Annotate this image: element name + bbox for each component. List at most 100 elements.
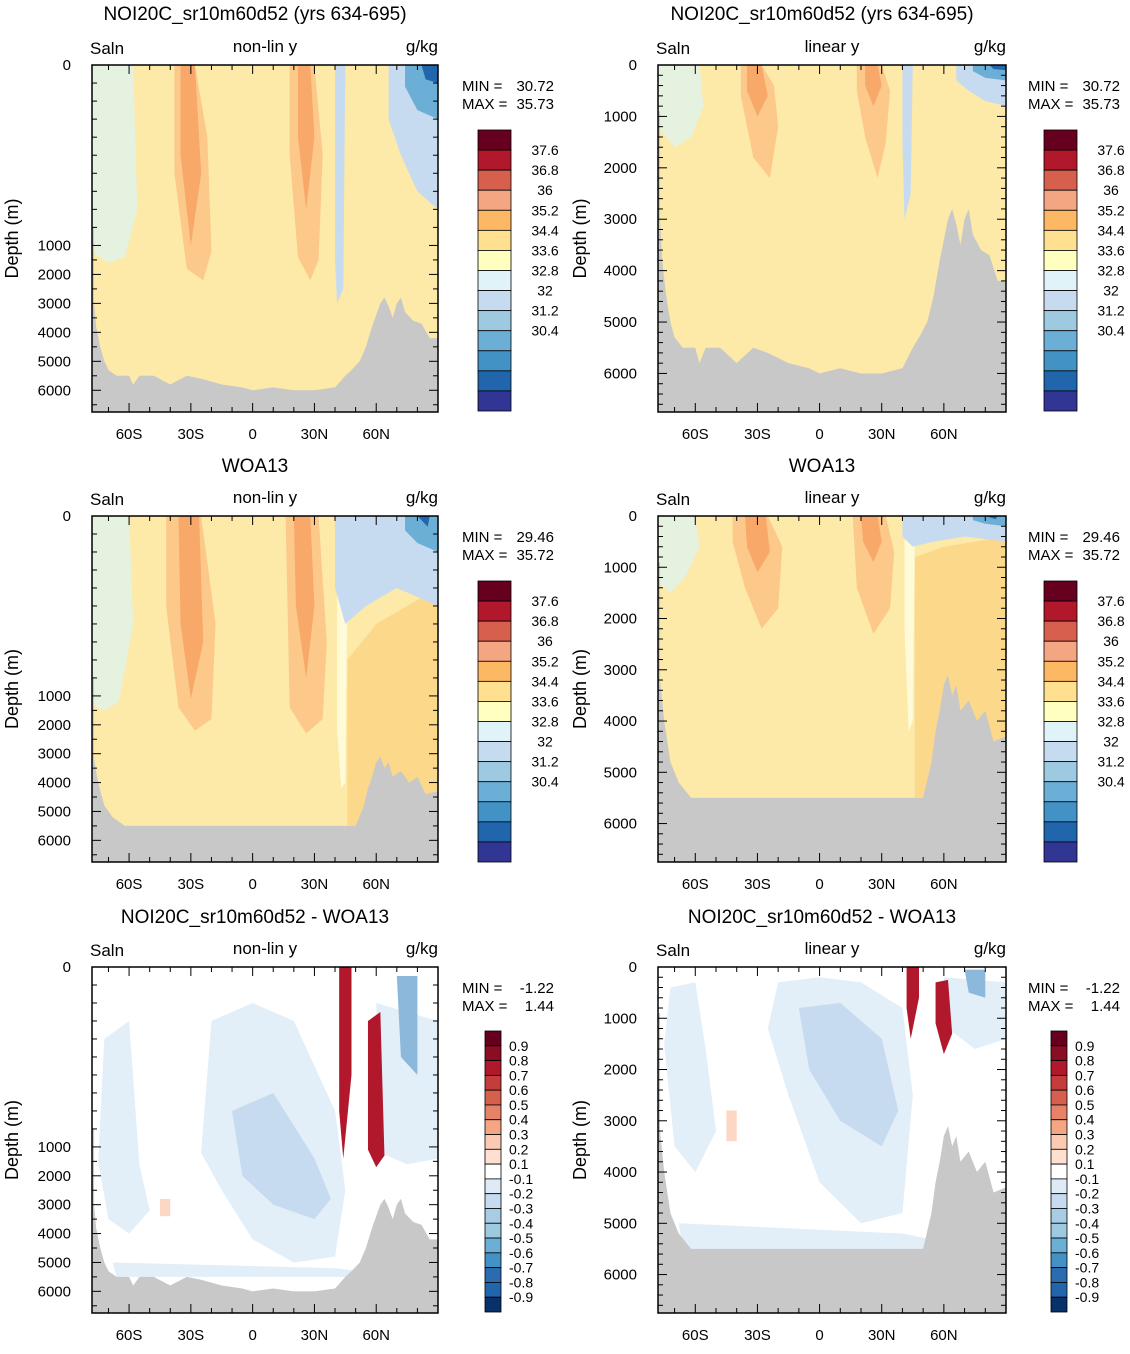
colorbar-box [484,1178,502,1195]
positive-anomaly-strait [906,967,919,1039]
plot-area [658,516,1006,862]
max-value: 1.44 [525,998,554,1015]
arctic-freshest [989,65,1006,71]
colorbar-box [484,1282,502,1298]
colorbar-label: 32 [1103,283,1119,299]
y-tick-label: 1000 [604,108,637,125]
colorbar-box [484,1193,502,1209]
positive-anomaly-strait [339,967,352,1159]
colorbar-label: 37.6 [531,593,558,609]
colorbar-label: 30.4 [531,323,558,339]
colorbar-box [477,801,512,823]
min-value: -1.22 [1086,980,1120,997]
positive-anomaly-small [159,1198,171,1217]
colorbar-label: 32.8 [1097,714,1124,730]
colorbar-box [1050,1252,1068,1269]
colorbar-label: 30.4 [1097,774,1124,790]
colorbar-label: 36 [1103,633,1119,649]
x-tick-label: 30N [301,876,329,893]
panel-title: NOI20C_sr10m60d52 (yrs 634-695) [670,4,973,25]
north-salinity-core [293,516,315,678]
colorbar-box [1043,781,1078,803]
max-label: MAX = [462,96,508,113]
colorbar-box [1050,1060,1068,1076]
colorbar-label: -0.1 [509,1171,533,1187]
y-tick-label: 5000 [38,353,71,370]
colorbar-box [1043,620,1078,642]
colorbar-box [477,640,512,662]
colorbar-label: -0.4 [509,1215,533,1231]
y-tick-label: 5000 [604,1215,637,1232]
units-label: g/kg [406,939,438,958]
plot-frame [91,966,439,1314]
x-tick-label: 30S [178,1327,205,1344]
colorbar-box [1043,390,1078,412]
south-salinity-core [178,516,204,699]
colorbar-box [484,1089,502,1106]
colorbar-box [1043,189,1078,211]
colorbar-box [1043,660,1078,682]
colorbar-label: 0.6 [1075,1082,1095,1098]
positive-anomaly-north [367,1011,385,1168]
southern-negative-region [664,982,716,1173]
colorbar-box [1043,290,1078,312]
units-label: g/kg [974,939,1006,958]
colorbar-label: 0.2 [1075,1141,1095,1157]
variable-label: Saln [90,490,124,509]
x-tick-label: 60N [930,1327,958,1344]
colorbar-label: 36 [537,633,553,649]
plot-frame [91,64,439,413]
min-label: MIN = [1028,529,1069,546]
colorbar-label: -0.5 [1075,1230,1099,1246]
southern-fresh-region [92,65,138,263]
arctic-fresh-region [335,516,438,624]
colorbar-label: 32 [537,734,553,750]
colorbar-box [477,350,512,372]
colorbar-box [1043,169,1078,191]
colorbar-box [477,290,512,312]
colorbar-box [484,1296,502,1313]
colorbar-label: -0.7 [1075,1260,1099,1276]
colorbar-box [1043,741,1078,763]
y-tick-label: 0 [629,57,637,74]
colorbar-label: 32.8 [1097,263,1124,279]
arctic-freshest [417,516,430,527]
colorbar-label: 36 [537,182,553,198]
plot-frame [657,966,1007,1314]
colorbar-label: 0.4 [1075,1112,1095,1128]
units-label: g/kg [974,488,1006,507]
y-axis-label: Depth (m) [2,198,22,278]
colorbar-box [1050,1222,1068,1239]
colorbar-label: 34.4 [531,222,558,238]
min-value: 30.72 [516,78,554,95]
colorbar-label: 37.6 [1097,142,1124,158]
colorbar-label: 0.3 [1075,1127,1095,1143]
colorbar-label: 36 [1103,182,1119,198]
scale-label: non-lin y [233,37,298,56]
colorbar-label: 0.2 [509,1141,529,1157]
colorbar-label: -0.9 [1075,1289,1099,1305]
colorbar-label: 31.2 [1097,754,1124,770]
colorbar-label: 33.6 [1097,693,1124,709]
y-axis-label: Depth (m) [570,198,590,278]
y-tick-label: 6000 [38,832,71,849]
colorbar-label: -0.8 [509,1274,533,1290]
x-tick-label: 30S [744,1327,771,1344]
plot-frame [657,515,1007,863]
x-tick-label: 0 [248,1327,256,1344]
colorbar-label: 34.4 [531,673,558,689]
colorbar-box [1043,209,1078,231]
colorbar-label: 0.5 [509,1097,529,1113]
y-tick-label: 4000 [38,1226,71,1243]
scale-label: linear y [805,939,860,958]
y-tick-label: 6000 [604,816,637,833]
colorbar-label: 32 [537,283,553,299]
north-subtropical-high [852,516,895,634]
y-tick-label: 2000 [604,611,637,628]
y-tick-label: 0 [63,508,71,525]
bottom-negative-layer [112,1262,360,1277]
bottom-negative-layer [678,1223,928,1249]
north-salinity-core [861,516,882,563]
colorbar-label: 32.8 [531,263,558,279]
